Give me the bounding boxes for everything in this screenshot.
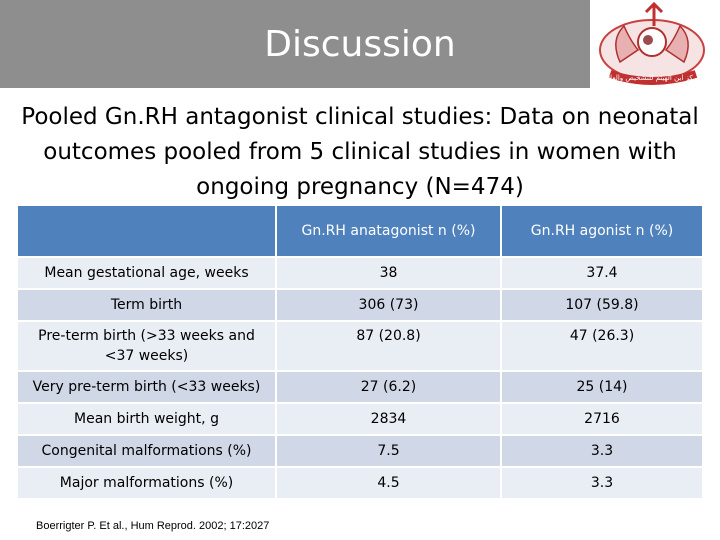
row-label: Mean gestational age, weeks xyxy=(18,256,276,289)
antagonist-value: 7.5 xyxy=(275,434,501,467)
antagonist-value: 2834 xyxy=(275,402,501,435)
antagonist-value: 306 (73) xyxy=(275,288,501,321)
outcomes-table: Gn.RH anatagonist n (%) Gn.RH agonist n … xyxy=(18,206,702,498)
row-label: Congenital malformations (%) xyxy=(18,434,276,467)
table-header-row: Gn.RH anatagonist n (%) Gn.RH agonist n … xyxy=(18,206,702,257)
agonist-value: 3.3 xyxy=(500,466,702,498)
citation: Boerrigter P. Et al., Hum Reprod. 2002; … xyxy=(36,520,270,532)
header-cell-blank xyxy=(18,206,276,257)
antagonist-value: 38 xyxy=(275,256,501,289)
slide-subtitle: Pooled Gn.RH antagonist clinical studies… xyxy=(21,104,699,200)
slide-title: Discussion xyxy=(264,24,456,65)
table-row: Pre-term birth (>33 weeks and <37 weeks)… xyxy=(18,320,702,371)
logo: مركز ابن الهيثم للتشخيص والعلاج xyxy=(590,0,720,88)
header-cell-antagonist: Gn.RH anatagonist n (%) xyxy=(275,206,501,257)
logo-emblem-icon: مركز ابن الهيثم للتشخيص والعلاج xyxy=(599,1,705,85)
agonist-value: 3.3 xyxy=(500,434,702,467)
header-cell-agonist: Gn.RH agonist n (%) xyxy=(500,206,702,257)
row-label: Mean birth weight, g xyxy=(18,402,276,435)
table-row: Mean birth weight, g 2834 2716 xyxy=(18,402,702,435)
agonist-value: 2716 xyxy=(500,402,702,435)
agonist-value: 37.4 xyxy=(500,256,702,289)
logo-text: مركز ابن الهيثم للتشخيص والعلاج xyxy=(604,74,701,82)
table-row: Term birth 306 (73) 107 (59.8) xyxy=(18,288,702,321)
agonist-value: 25 (14) xyxy=(500,370,702,403)
table-row: Very pre-term birth (<33 weeks) 27 (6.2)… xyxy=(18,370,702,403)
agonist-value: 107 (59.8) xyxy=(500,288,702,321)
row-label: Major malformations (%) xyxy=(18,466,276,498)
table-row: Mean gestational age, weeks 38 37.4 xyxy=(18,256,702,289)
table-row: Major malformations (%) 4.5 3.3 xyxy=(18,466,702,498)
agonist-value: 47 (26.3) xyxy=(500,320,702,371)
antagonist-value: 4.5 xyxy=(275,466,501,498)
row-label: Pre-term birth (>33 weeks and <37 weeks) xyxy=(18,320,276,371)
antagonist-value: 87 (20.8) xyxy=(275,320,501,371)
row-label: Very pre-term birth (<33 weeks) xyxy=(18,370,276,403)
table-row: Congenital malformations (%) 7.5 3.3 xyxy=(18,434,702,467)
antagonist-value: 27 (6.2) xyxy=(275,370,501,403)
row-label: Term birth xyxy=(18,288,276,321)
